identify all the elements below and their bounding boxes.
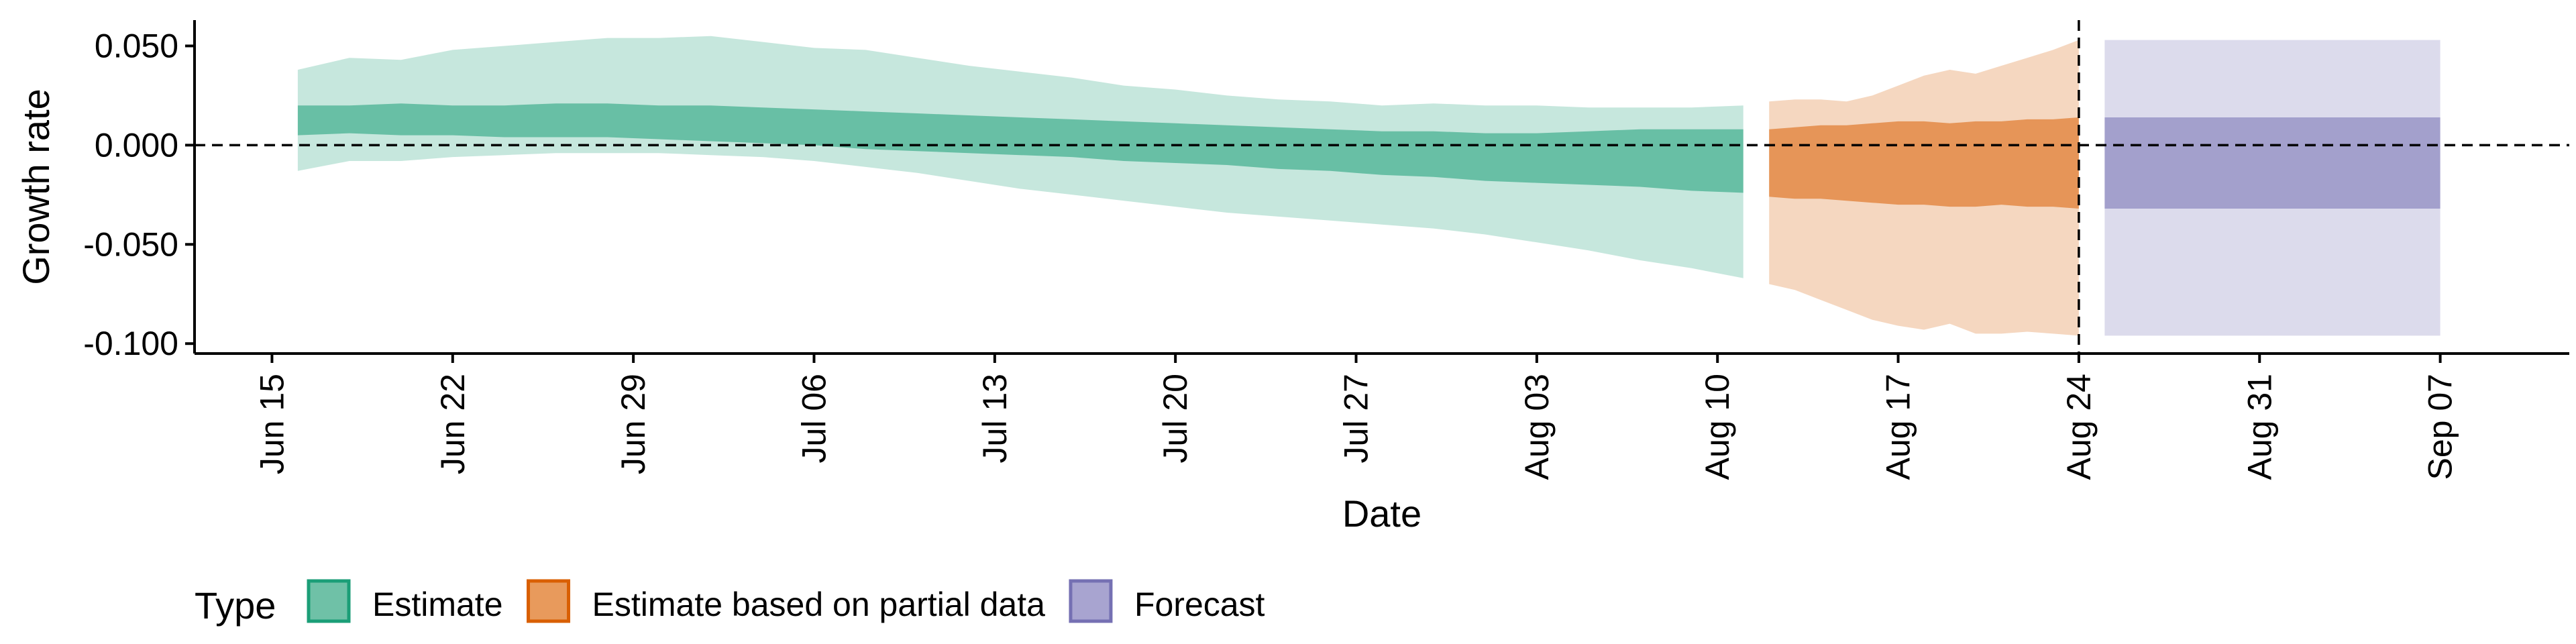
reference-lines: [195, 20, 2569, 354]
y-tick-label: -0.100: [83, 325, 178, 362]
axes: [193, 20, 2569, 355]
legend-label-estimate: Estimate: [372, 586, 503, 623]
y-tick-label: -0.050: [83, 225, 178, 263]
x-axis-title: Date: [1342, 492, 1421, 535]
legend-items: Estimate Estimate based on partial data Fo…: [307, 579, 1265, 623]
ribbon-layer: [297, 36, 2440, 336]
x-tick-label: Jul 20: [1157, 374, 1194, 463]
legend-swatch-estimate-based-on-partial-data: [527, 579, 571, 623]
x-tick-label: Jun 15: [253, 374, 290, 474]
legend-swatch-forecast: [1069, 579, 1113, 623]
x-tick-label: Jul 06: [795, 374, 833, 463]
band-50-estimate: [297, 103, 1743, 193]
x-tick-label: Aug 10: [1699, 374, 1736, 480]
y-tick-label: 0.050: [95, 27, 178, 64]
x-tick-label: Aug 17: [1880, 374, 1917, 480]
legend-swatch-estimate: [307, 579, 351, 623]
x-tick-label: Aug 03: [1518, 374, 1556, 480]
legend-title: Type: [195, 584, 276, 627]
x-tick-label: Jul 13: [976, 374, 1014, 463]
band-50-forecast: [2104, 117, 2440, 209]
x-tick-label: Sep 07: [2422, 374, 2459, 480]
y-axis-ticks: 0.050 0.000 -0.050 -0.100: [83, 27, 195, 362]
legend-label-estimate-based-on-partial-data: Estimate based on partial data: [592, 586, 1046, 623]
y-tick-label: 0.000: [95, 126, 178, 164]
band-90-estimate: [297, 36, 1743, 278]
y-axis-title: Growth rate: [15, 89, 57, 285]
x-tick-label: Jun 29: [614, 374, 652, 474]
legend: Type Estimate Estimate based on partial d…: [195, 579, 1265, 627]
x-tick-label: Jul 27: [1338, 374, 1375, 463]
band-50-estimate-based-on-partial-data: [1769, 117, 2079, 209]
x-tick-label: Aug 24: [2060, 374, 2098, 480]
x-axis-ticks: Jun 15 Jun 22 Jun 29 Jul 06 Jul 13 Jul 20 Jul …: [253, 354, 2459, 480]
legend-label-forecast: Forecast: [1134, 586, 1265, 623]
x-tick-label: Aug 31: [2241, 374, 2278, 480]
x-tick-label: Jun 22: [434, 374, 472, 474]
